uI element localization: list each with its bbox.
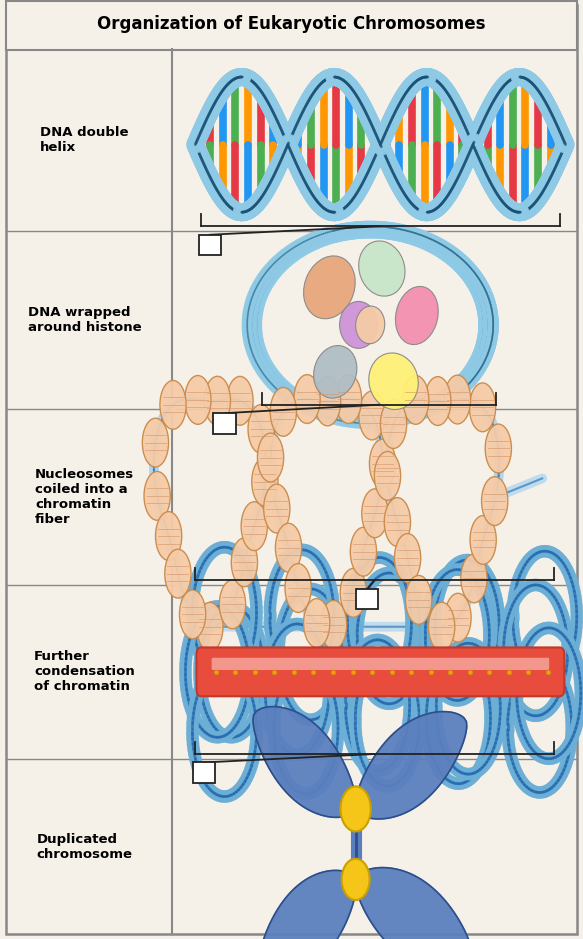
Ellipse shape: [350, 528, 377, 577]
Text: DNA double
helix: DNA double helix: [40, 126, 129, 154]
Ellipse shape: [342, 858, 370, 900]
Ellipse shape: [359, 391, 385, 439]
Ellipse shape: [142, 418, 168, 467]
Ellipse shape: [384, 498, 410, 546]
Text: Nucleosomes
coiled into a
chromatin
fiber: Nucleosomes coiled into a chromatin fibe…: [35, 469, 134, 526]
Ellipse shape: [429, 602, 455, 651]
Ellipse shape: [445, 593, 471, 642]
Ellipse shape: [252, 457, 278, 506]
Polygon shape: [253, 707, 356, 817]
Ellipse shape: [485, 424, 511, 473]
Ellipse shape: [204, 377, 230, 425]
Ellipse shape: [469, 383, 496, 432]
Ellipse shape: [370, 439, 396, 488]
Ellipse shape: [231, 538, 258, 587]
Ellipse shape: [144, 471, 170, 520]
Bar: [199, 235, 221, 255]
FancyBboxPatch shape: [196, 648, 564, 697]
Ellipse shape: [356, 306, 385, 344]
Ellipse shape: [359, 241, 405, 296]
Ellipse shape: [406, 576, 432, 624]
Ellipse shape: [227, 377, 253, 425]
Ellipse shape: [241, 501, 268, 550]
Ellipse shape: [258, 433, 284, 482]
Ellipse shape: [335, 375, 361, 423]
Ellipse shape: [340, 568, 367, 617]
Text: Duplicated
chromosome: Duplicated chromosome: [37, 833, 132, 860]
Ellipse shape: [294, 375, 320, 423]
Ellipse shape: [314, 377, 340, 425]
Polygon shape: [356, 868, 472, 939]
Ellipse shape: [270, 388, 296, 437]
Ellipse shape: [248, 405, 274, 454]
Ellipse shape: [314, 346, 357, 398]
Ellipse shape: [339, 301, 378, 348]
Ellipse shape: [304, 598, 330, 647]
Ellipse shape: [219, 580, 245, 629]
Ellipse shape: [369, 353, 418, 409]
Ellipse shape: [374, 452, 401, 500]
Bar: [356, 589, 378, 609]
Ellipse shape: [403, 376, 429, 424]
Ellipse shape: [180, 590, 206, 639]
Ellipse shape: [156, 512, 182, 561]
Text: Further
condensation
of chromatin: Further condensation of chromatin: [34, 651, 135, 693]
Ellipse shape: [321, 600, 347, 649]
Text: DNA wrapped
around histone: DNA wrapped around histone: [28, 306, 141, 334]
Ellipse shape: [275, 523, 301, 572]
Ellipse shape: [395, 286, 438, 345]
Ellipse shape: [461, 554, 487, 603]
FancyBboxPatch shape: [212, 657, 549, 670]
Ellipse shape: [424, 377, 451, 425]
Ellipse shape: [304, 256, 355, 318]
Ellipse shape: [470, 516, 496, 564]
Ellipse shape: [395, 533, 421, 582]
Ellipse shape: [444, 375, 470, 423]
Bar: [213, 413, 236, 434]
Ellipse shape: [381, 400, 407, 449]
Bar: [193, 762, 215, 783]
Polygon shape: [259, 870, 356, 939]
Ellipse shape: [264, 485, 290, 533]
Ellipse shape: [340, 786, 371, 832]
Bar: [6, 1, 577, 50]
Polygon shape: [355, 712, 467, 819]
Ellipse shape: [160, 380, 186, 429]
Ellipse shape: [196, 603, 223, 652]
Text: Organization of Eukaryotic Chromosomes: Organization of Eukaryotic Chromosomes: [97, 15, 486, 34]
Ellipse shape: [165, 549, 191, 598]
Ellipse shape: [185, 376, 211, 424]
Ellipse shape: [482, 477, 508, 526]
Ellipse shape: [285, 563, 311, 612]
Ellipse shape: [362, 489, 388, 538]
